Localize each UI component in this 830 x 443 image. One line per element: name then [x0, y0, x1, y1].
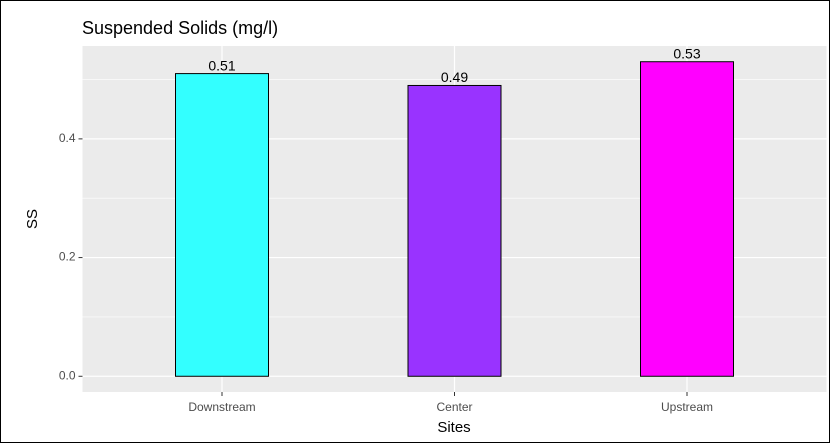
- y-tick-label: 0.0: [59, 368, 76, 382]
- bar: [407, 84, 502, 377]
- data-label: 0.49: [441, 69, 468, 85]
- x-tick-label: Center: [436, 400, 472, 414]
- x-tick-label: Upstream: [661, 400, 713, 414]
- y-tick-label: 0.2: [59, 250, 76, 264]
- data-label: 0.53: [673, 45, 700, 61]
- data-label: 0.51: [208, 57, 235, 73]
- x-tick-label: Downstream: [188, 400, 255, 414]
- y-axis-label: SS: [24, 209, 41, 229]
- x-axis-label: Sites: [437, 419, 470, 436]
- chart-title: Suspended Solids (mg/l): [82, 18, 278, 38]
- bar: [175, 73, 269, 377]
- bar: [640, 61, 734, 377]
- y-tick-label: 0.4: [59, 131, 76, 145]
